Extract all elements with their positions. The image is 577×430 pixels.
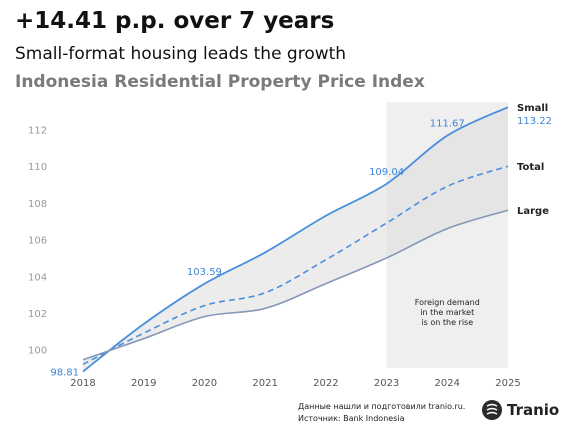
data-label: 98.81 (50, 367, 79, 378)
series-label-small: Small (517, 103, 548, 114)
y-tick-label: 100 (28, 346, 47, 357)
footer-credits: Данные нашли и подготовили tranio.ru. Ис… (298, 401, 465, 425)
x-tick-label: 2019 (131, 378, 156, 389)
tranio-logo-icon (482, 400, 502, 420)
y-tick-label: 112 (28, 126, 47, 137)
x-tick-label: 2018 (70, 378, 95, 389)
x-tick-label: 2021 (252, 378, 277, 389)
chart-title: +14.41 p.p. over 7 years (15, 8, 335, 34)
y-tick-label: 108 (28, 199, 47, 210)
chart-subtitle: Small-format housing leads the growth (15, 44, 347, 64)
data-label: 103.59 (187, 267, 222, 278)
x-tick-label: 2024 (435, 378, 460, 389)
series-line-total (82, 165, 509, 366)
series-label-large: Large (517, 206, 549, 217)
x-tick-label: 2023 (374, 378, 399, 389)
y-tick-label: 110 (28, 162, 47, 173)
x-tick-label: 2025 (495, 378, 520, 389)
highlight-note-line: is on the rise (421, 318, 473, 327)
footer-credit-line: Данные нашли и подготовили tranio.ru. (298, 402, 466, 411)
data-label: 109.04 (369, 167, 404, 178)
series-line-small (82, 106, 509, 373)
chart-subtitle-index: Indonesia Residential Property Price Ind… (15, 72, 425, 92)
highlight-note-line: in the market (420, 308, 474, 317)
y-tick-label: 106 (28, 236, 47, 247)
y-tick-label: 102 (28, 309, 47, 320)
series-line-large (82, 209, 509, 361)
series-label-total: Total (517, 162, 544, 173)
data-label: 111.67 (430, 119, 465, 130)
y-tick-label: 104 (28, 272, 47, 283)
data-label: 113.22 (517, 116, 552, 127)
footer-source-line: Источник: Bank Indonesia (298, 414, 405, 423)
tranio-logo-text: Tranio (507, 401, 560, 419)
x-tick-label: 2020 (192, 378, 217, 389)
highlight-note-line: Foreign demand (415, 298, 480, 307)
x-tick-label: 2022 (313, 378, 338, 389)
